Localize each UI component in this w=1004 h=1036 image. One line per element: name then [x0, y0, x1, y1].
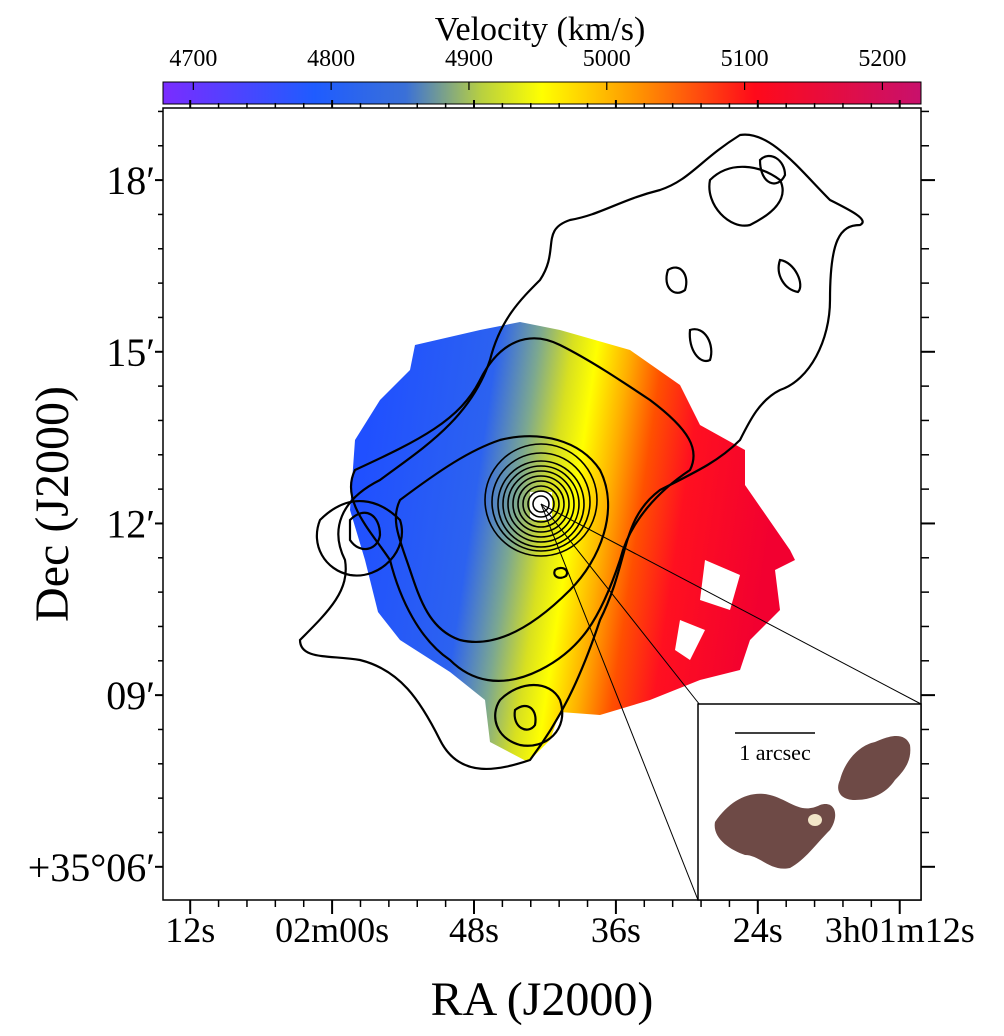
- contours: [298, 133, 864, 771]
- y-tick-label: 15′: [106, 330, 155, 375]
- x-tick-label: 02m00s: [275, 910, 389, 950]
- x-tick-label: 48s: [449, 910, 499, 950]
- y-tick-label: 09′: [106, 673, 155, 718]
- x-tick-label: 12s: [165, 910, 215, 950]
- colorbar-tick-label: 5000: [583, 46, 631, 72]
- colorbar-label: Velocity (km/s): [435, 11, 646, 48]
- colorbar: [162, 81, 922, 105]
- x-tick-label: 3h01m12s: [825, 910, 975, 950]
- inset-scale-label: 1 arcsec: [739, 740, 811, 765]
- colorbar-tick-label: 4900: [445, 46, 493, 72]
- y-tick-label: 18′: [106, 158, 155, 203]
- colorbar-tick-label: 4800: [307, 46, 355, 72]
- x-tick-label: 36s: [591, 910, 641, 950]
- x-tick-label: 24s: [733, 910, 783, 950]
- y-tick-label: 12′: [106, 501, 155, 546]
- x-axis-label: RA (J2000): [431, 973, 654, 1026]
- colorbar-tick-label: 5100: [721, 46, 769, 72]
- colorbar-tick-label: 5200: [858, 46, 906, 72]
- zoom-lines: [540, 503, 922, 901]
- colorbar-tick-label: 4700: [169, 46, 217, 72]
- inset: 1 arcsec: [697, 703, 922, 901]
- y-axis-label: Dec (J2000): [26, 386, 79, 622]
- y-tick-label: +35°06′: [28, 845, 155, 890]
